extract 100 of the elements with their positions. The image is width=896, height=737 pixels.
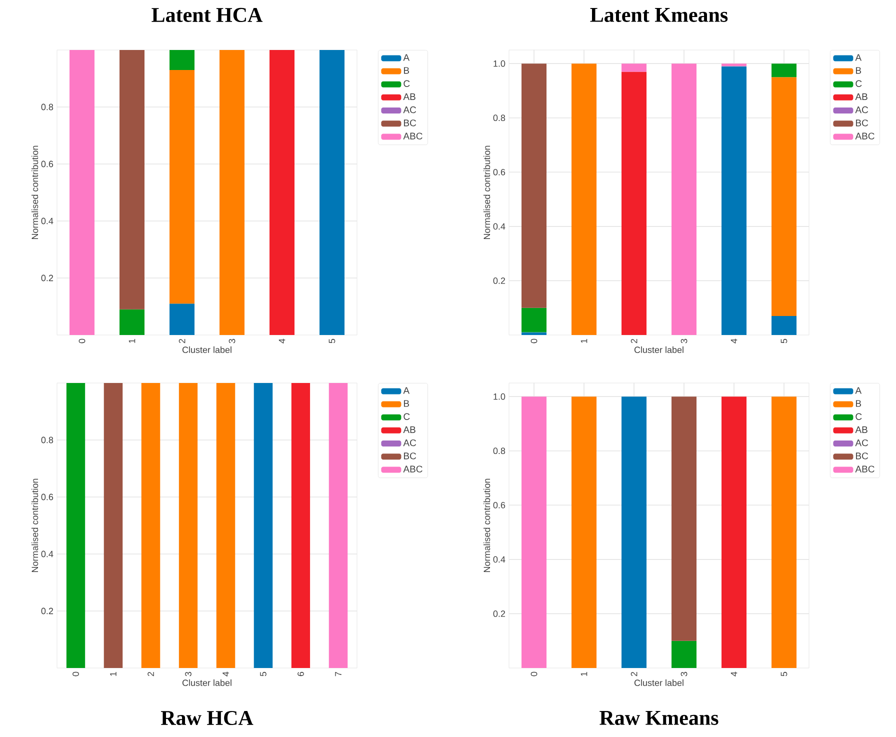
- y-axis-title: Normalised contribution: [483, 478, 490, 572]
- bar: [772, 316, 797, 335]
- x-tick-label: 7: [335, 672, 342, 676]
- bar: [572, 64, 597, 335]
- x-tick-label: 0: [530, 338, 538, 344]
- bar: [70, 50, 95, 335]
- legend-label: ABC: [403, 132, 422, 140]
- chart-title: Latent Kmeans: [590, 8, 728, 22]
- x-axis-title: Cluster label: [634, 346, 684, 354]
- bar: [722, 64, 747, 66]
- y-tick-label: 0.6: [493, 502, 506, 508]
- legend-label: AC: [403, 106, 416, 114]
- legend-label: BC: [856, 120, 868, 126]
- y-axis-title: Normalised contribution: [31, 478, 38, 572]
- x-tick-label: 3: [228, 338, 236, 344]
- x-tick-label: 1: [580, 338, 588, 343]
- text: Raw Kmeans: [600, 711, 718, 725]
- y-tick-label: 0.8: [493, 448, 506, 454]
- bar: [170, 304, 195, 335]
- x-tick-label: 4: [730, 672, 738, 676]
- x-tick-label: 3: [680, 672, 688, 676]
- y-tick-label: 0.2: [493, 278, 506, 284]
- bar: [722, 66, 747, 335]
- x-tick-label: 4: [222, 672, 229, 676]
- bar: [672, 64, 697, 335]
- legend-label: AC: [855, 106, 868, 114]
- bar: [772, 64, 797, 78]
- x-tick-label: 2: [630, 672, 638, 676]
- legend-label: ABC: [403, 466, 422, 472]
- legend-label: AB: [403, 93, 416, 100]
- bar: [170, 50, 195, 70]
- x-axis-title: Cluster label: [634, 679, 684, 686]
- bar: [772, 77, 797, 316]
- legend-label: A: [403, 54, 410, 61]
- legend-label: B: [856, 67, 862, 74]
- x-tick-label: 1: [128, 338, 136, 343]
- x-tick-label: 5: [780, 672, 788, 676]
- chart-title: Latent HCA: [152, 8, 263, 22]
- x-tick-label: 0: [72, 672, 79, 676]
- x-tick-label: 2: [148, 672, 154, 676]
- bar: [522, 332, 547, 335]
- y-tick-label: 0.4: [493, 223, 506, 230]
- y-tick-label: 0.8: [41, 104, 54, 110]
- x-tick-label: 3: [680, 338, 688, 344]
- x-axis-title: Cluster label: [182, 346, 232, 354]
- x-tick-label: 5: [328, 338, 336, 344]
- x-tick-label: 4: [730, 338, 738, 344]
- bar: [522, 308, 547, 332]
- legend-label: BC: [404, 452, 416, 460]
- y-tick-label: 0.8: [41, 436, 54, 444]
- y-tick-label: 1.0: [494, 393, 506, 400]
- x-tick-label: 4: [278, 338, 286, 344]
- bar: [170, 70, 195, 304]
- y-tick-label: 0.4: [41, 218, 54, 224]
- y-tick-label: 0.4: [41, 550, 54, 558]
- bar: [622, 64, 647, 72]
- x-tick-label: 6: [298, 672, 304, 676]
- y-tick-label: 0.4: [493, 556, 506, 563]
- legend-label: C: [404, 413, 410, 420]
- x-tick-label: 1: [580, 672, 588, 676]
- x-tick-label: 1: [110, 672, 116, 676]
- y-tick-label: 0.2: [493, 610, 506, 617]
- legend-label: AC: [403, 439, 416, 446]
- legend-label: A: [855, 54, 862, 61]
- x-tick-label: 0: [78, 338, 86, 344]
- bar: [220, 50, 245, 335]
- legend-label: B: [404, 67, 410, 74]
- bar: [622, 72, 647, 335]
- y-tick-label: 0.2: [41, 274, 54, 282]
- legend-label: B: [856, 400, 862, 407]
- legend-label: ABC: [855, 466, 874, 472]
- legend-label: B: [404, 400, 410, 407]
- x-tick-label: 3: [185, 672, 192, 676]
- legend-label: AB: [855, 426, 868, 433]
- y-axis-title: Normalised contribution: [31, 146, 38, 240]
- x-tick-label: 2: [630, 338, 638, 344]
- x-tick-label: 5: [260, 672, 266, 676]
- bar: [522, 64, 547, 308]
- y-tick-label: 0.6: [41, 160, 54, 168]
- legend-label: AC: [855, 439, 868, 446]
- legend-label: ABC: [855, 132, 874, 140]
- legend-label: BC: [856, 452, 868, 460]
- y-axis-title: Normalised contribution: [483, 146, 490, 240]
- x-axis-title: Cluster label: [182, 679, 232, 686]
- legend-label: AB: [855, 93, 868, 100]
- y-tick-label: 0.6: [493, 168, 506, 176]
- y-tick-label: 0.8: [493, 114, 506, 122]
- legend-label: C: [856, 413, 862, 420]
- bar: [270, 50, 295, 335]
- y-tick-label: 0.2: [41, 608, 54, 614]
- legend-label: C: [856, 80, 862, 87]
- x-tick-label: 2: [178, 338, 186, 344]
- legend-label: A: [855, 387, 862, 394]
- y-tick-label: 0.6: [41, 494, 54, 500]
- legend-label: C: [404, 80, 410, 87]
- x-tick-label: 0: [530, 672, 538, 676]
- legend-label: AB: [403, 426, 416, 433]
- bar: [120, 309, 145, 335]
- x-tick-label: 5: [780, 338, 788, 344]
- y-tick-label: 1.0: [494, 60, 506, 67]
